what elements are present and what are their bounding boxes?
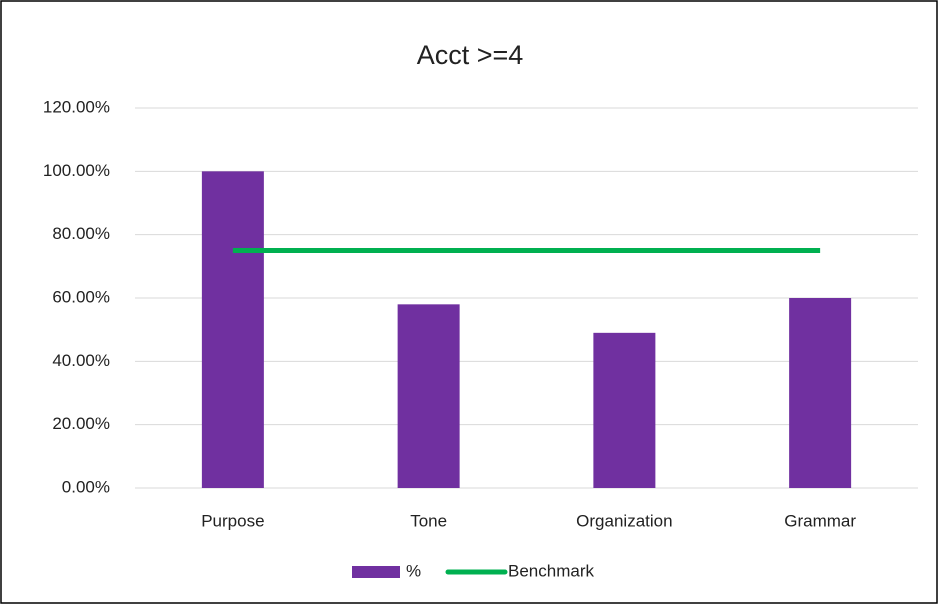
x-tick-label: Purpose <box>201 511 264 530</box>
bar <box>201 171 264 489</box>
bar <box>789 298 852 488</box>
legend-swatch <box>352 566 400 578</box>
y-tick-label: 80.00% <box>52 224 110 243</box>
legend-label: Benchmark <box>508 561 594 580</box>
y-tick-label: 20.00% <box>52 414 110 433</box>
y-tick-label: 60.00% <box>52 287 110 306</box>
y-tick-label: 40.00% <box>52 351 110 370</box>
x-tick-label: Organization <box>576 511 672 530</box>
x-tick-label: Grammar <box>784 511 856 530</box>
y-tick-label: 0.00% <box>62 477 110 496</box>
bar <box>593 332 656 488</box>
y-tick-label: 100.00% <box>43 161 110 180</box>
bar <box>397 304 460 488</box>
y-tick-label: 120.00% <box>43 97 110 116</box>
chart-title: Acct >=4 <box>417 40 524 70</box>
x-tick-label: Tone <box>410 511 447 530</box>
legend-label: % <box>406 561 421 580</box>
